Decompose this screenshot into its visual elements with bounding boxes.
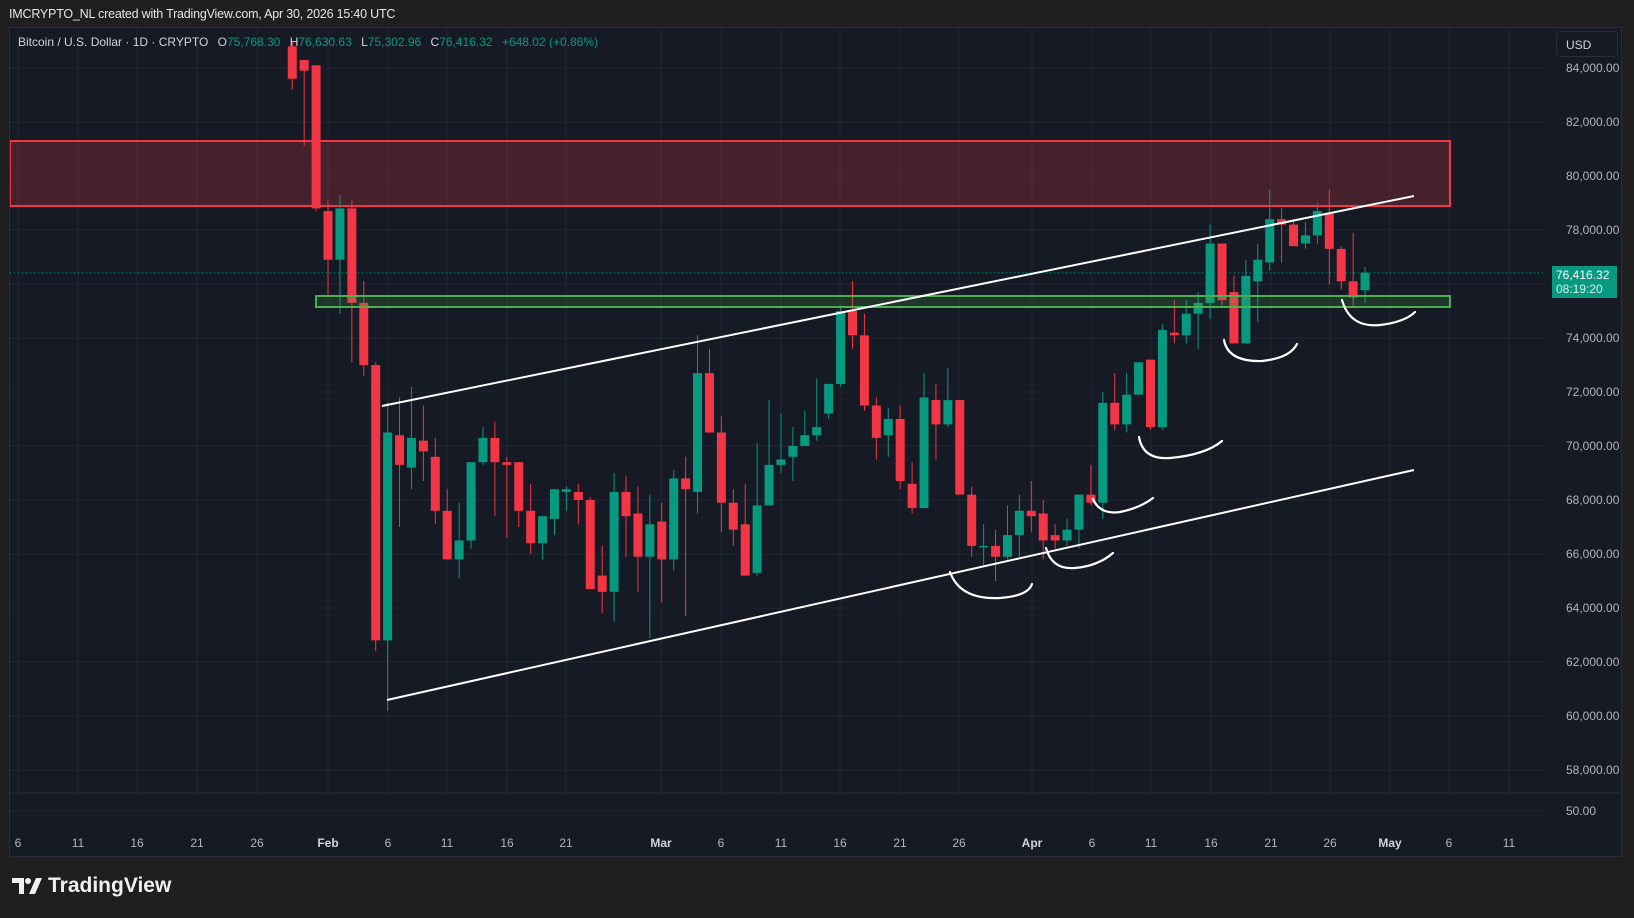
- bar-countdown: 08:19:20: [1556, 282, 1603, 296]
- time-axis-label: 11: [1502, 836, 1516, 850]
- support-zone[interactable]: [315, 295, 1451, 308]
- last-price-label: 76,416.32 08:19:20: [1552, 266, 1617, 298]
- price-axis-label: 82,000.00: [1566, 115, 1620, 129]
- candles: [287, 41, 1370, 711]
- time-axis-label: 11: [71, 836, 85, 850]
- price-axis-label: 58,000.00: [1566, 763, 1620, 777]
- time-axis-label: Feb: [317, 836, 339, 850]
- chart-credit: IMCRYPTO_NL created with TradingView.com…: [9, 7, 396, 21]
- time-axis-label: May: [1378, 836, 1402, 850]
- time-axis-label: 21: [893, 836, 907, 850]
- channel-lower-line[interactable]: [386, 469, 1415, 701]
- time-axis-label: 11: [774, 836, 788, 850]
- last-price-value: 76,416.32: [1556, 268, 1610, 282]
- time-axis-label: 21: [1264, 836, 1278, 850]
- price-axis-label: 74,000.00: [1566, 331, 1620, 345]
- time-axis-label: 16: [500, 836, 514, 850]
- time-axis-label: 11: [1144, 836, 1158, 850]
- time-axis-label: 21: [559, 836, 573, 850]
- higher-low-arc: [1091, 496, 1155, 514]
- higher-low-arc: [1044, 546, 1115, 570]
- low-label: L: [361, 35, 368, 49]
- symbol-title[interactable]: Bitcoin / U.S. Dollar · 1D · CRYPTO: [18, 35, 209, 49]
- price-axis-label: 70,000.00: [1566, 439, 1620, 453]
- time-axis-label: 16: [833, 836, 847, 850]
- open-label: O: [217, 35, 227, 49]
- volume-axis-label: 50.00: [1566, 804, 1597, 818]
- time-axis-label: 16: [1204, 836, 1218, 850]
- tradingview-logo[interactable]: TradingView: [12, 874, 171, 898]
- high-value: 76,630.63: [298, 35, 352, 49]
- open-value: 75,768.30: [226, 35, 281, 49]
- price-axis-label: 78,000.00: [1566, 223, 1620, 237]
- logo-text: TradingView: [48, 874, 172, 897]
- time-axis-label: Mar: [650, 836, 672, 850]
- higher-low-arc: [1340, 298, 1417, 327]
- ohlc-legend: Bitcoin / U.S. Dollar · 1D · CRYPTO O75,…: [18, 35, 598, 49]
- higher-low-arc: [948, 570, 1034, 600]
- price-axis-label: 80,000.00: [1566, 169, 1620, 183]
- higher-low-arc: [1222, 338, 1299, 363]
- price-axis-label: 66,000.00: [1566, 547, 1620, 561]
- low-value: 75,302.96: [367, 35, 422, 49]
- time-axis-label: 11: [440, 836, 454, 850]
- time-axis-label: 6: [14, 836, 22, 850]
- currency-button[interactable]: USD: [1556, 31, 1618, 57]
- time-axis-label: 6: [717, 836, 725, 850]
- time-axis-label: 21: [190, 836, 204, 850]
- time-axis-label: 26: [952, 836, 966, 850]
- tradingview-logo-icon: [12, 878, 42, 894]
- close-value: 76,416.32: [439, 35, 493, 49]
- change-value: +648.02 (+0.86%): [501, 35, 599, 49]
- time-axis-label: 26: [250, 836, 264, 850]
- time-axis-label: 26: [1323, 836, 1337, 850]
- channel-upper-line[interactable]: [381, 195, 1415, 407]
- resistance-zone[interactable]: [10, 140, 1451, 207]
- time-axis-label: 16: [130, 836, 144, 850]
- grid: [10, 28, 1545, 793]
- chart-frame[interactable]: [9, 27, 1622, 857]
- close-label: C: [430, 35, 440, 49]
- higher-low-arc: [1137, 435, 1224, 460]
- price-axis-label: 68,000.00: [1566, 493, 1620, 507]
- price-axis-label: 60,000.00: [1566, 709, 1620, 723]
- price-axis-label: 84,000.00: [1566, 61, 1620, 75]
- price-axis-label: 72,000.00: [1566, 385, 1620, 399]
- time-axis-label: 6: [1445, 836, 1453, 850]
- time-axis-label: 6: [1088, 836, 1096, 850]
- time-axis-label: 6: [384, 836, 392, 850]
- high-label: H: [289, 35, 299, 49]
- time-axis-label: Apr: [1021, 836, 1043, 850]
- price-axis-label: 62,000.00: [1566, 655, 1620, 669]
- price-axis-label: 64,000.00: [1566, 601, 1620, 615]
